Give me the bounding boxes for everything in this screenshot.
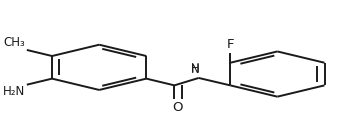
Text: CH₃: CH₃	[3, 36, 25, 49]
Text: H: H	[190, 62, 199, 75]
Text: F: F	[226, 38, 234, 51]
Text: H₂N: H₂N	[3, 85, 25, 98]
Text: O: O	[173, 101, 183, 114]
Text: N: N	[190, 63, 199, 76]
